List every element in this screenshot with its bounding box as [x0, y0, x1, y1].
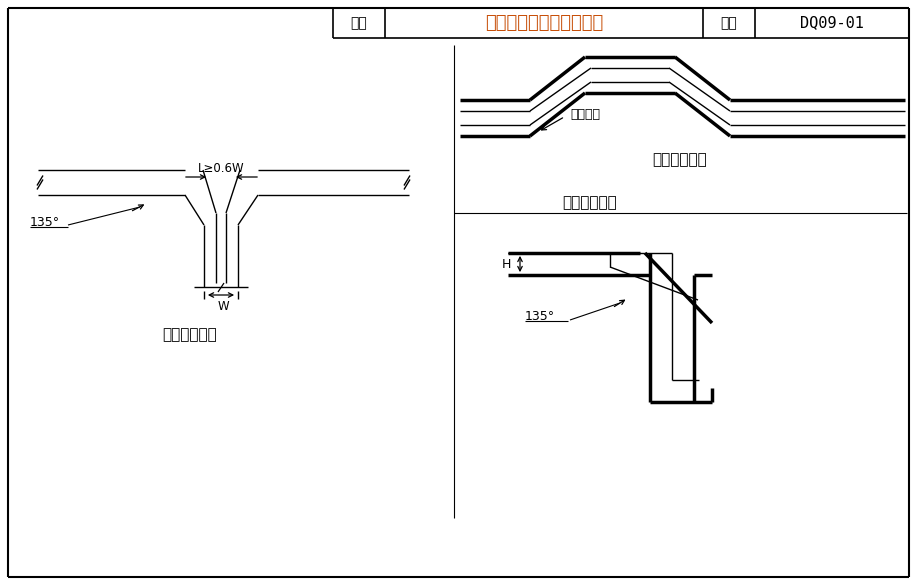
Text: 电缆桥架变向处连接做法: 电缆桥架变向处连接做法 [485, 14, 603, 32]
Text: 图号: 图号 [721, 16, 737, 30]
Text: 翻弯角度: 翻弯角度 [570, 108, 600, 121]
Text: DQ09-01: DQ09-01 [800, 15, 864, 30]
Text: 槽架水平翻弯: 槽架水平翻弯 [653, 153, 707, 167]
Text: 135°: 135° [525, 311, 555, 324]
Text: W: W [217, 300, 229, 312]
Text: 槽架水平三通: 槽架水平三通 [162, 328, 217, 342]
Text: 图名: 图名 [350, 16, 368, 30]
Text: 135°: 135° [30, 216, 61, 229]
Text: L≥0.6W: L≥0.6W [198, 161, 244, 174]
Text: 槽架垂直弯头: 槽架垂直弯头 [563, 195, 617, 211]
Text: H: H [502, 257, 511, 270]
